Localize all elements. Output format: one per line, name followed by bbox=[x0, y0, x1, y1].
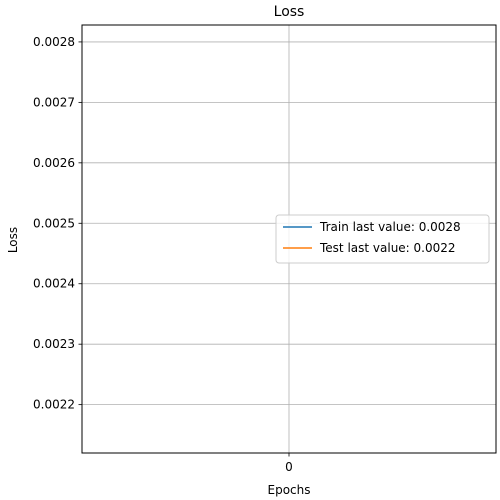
y-tick-label: 0.0022 bbox=[33, 398, 75, 412]
y-tick-label: 0.0027 bbox=[33, 95, 75, 109]
y-tick-label: 0.0025 bbox=[33, 216, 75, 230]
plot-frame bbox=[81, 24, 497, 454]
x-axis-label: Epochs bbox=[268, 483, 311, 497]
y-axis-ticks: 0.0022 0.0023 0.0024 0.0025 0.0026 0.0027 0.00… bbox=[33, 35, 82, 412]
y-tick-label: 0.0024 bbox=[33, 277, 75, 291]
legend-box bbox=[275, 214, 490, 264]
legend-label-test: Test last value: 0.0022 bbox=[319, 241, 456, 255]
legend: Train last value: 0.0028 Test last value… bbox=[275, 214, 490, 264]
y-tick-label: 0.0023 bbox=[33, 337, 75, 351]
chart-title: Loss bbox=[274, 4, 305, 20]
x-tick-label: 0 bbox=[285, 460, 293, 474]
grid-lines bbox=[82, 25, 496, 453]
legend-label-train: Train last value: 0.0028 bbox=[319, 220, 461, 234]
y-tick-label: 0.0026 bbox=[33, 156, 75, 170]
x-axis-ticks: 0 bbox=[285, 453, 293, 474]
y-axis-label: Loss bbox=[6, 227, 20, 253]
y-tick-label: 0.0028 bbox=[33, 35, 75, 49]
